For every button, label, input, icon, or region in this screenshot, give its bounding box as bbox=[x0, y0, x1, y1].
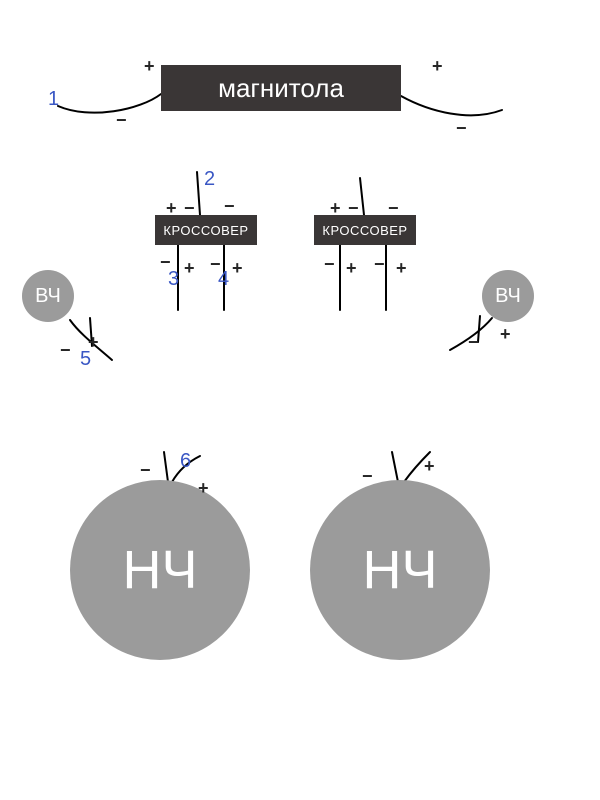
polarity-symbol: − bbox=[116, 110, 127, 131]
polarity-symbol: + bbox=[424, 456, 435, 477]
polarity-symbol: + bbox=[166, 198, 177, 219]
head-unit-label: магнитола bbox=[218, 73, 344, 104]
tweeter-left-label: ВЧ bbox=[35, 285, 61, 308]
annotation-number: 1 bbox=[48, 88, 59, 111]
polarity-symbol: − bbox=[456, 118, 467, 139]
annotation-number: 6 bbox=[180, 450, 191, 473]
polarity-symbol: + bbox=[346, 258, 357, 279]
wire bbox=[401, 96, 502, 115]
polarity-symbol: − bbox=[374, 254, 385, 275]
polarity-symbol: − bbox=[60, 340, 71, 361]
polarity-symbol: − bbox=[468, 332, 479, 353]
tweeter-right-label: ВЧ bbox=[495, 285, 521, 308]
crossover-right-label: КРОССОВЕР bbox=[322, 223, 407, 238]
polarity-symbol: − bbox=[184, 198, 195, 219]
woofer-right-label: НЧ bbox=[363, 539, 438, 601]
polarity-symbol: − bbox=[160, 252, 171, 273]
polarity-symbol: + bbox=[500, 324, 511, 345]
polarity-symbol: + bbox=[432, 56, 443, 77]
woofer-left-label: НЧ bbox=[123, 539, 198, 601]
wire bbox=[392, 452, 398, 482]
polarity-symbol: − bbox=[348, 198, 359, 219]
crossover-left-label: КРОССОВЕР bbox=[163, 223, 248, 238]
annotation-number: 2 bbox=[204, 168, 215, 191]
polarity-symbol: − bbox=[362, 466, 373, 487]
wire-layer bbox=[0, 0, 600, 800]
crossover-left-box: КРОССОВЕР bbox=[155, 215, 257, 245]
polarity-symbol: + bbox=[144, 56, 155, 77]
polarity-symbol: − bbox=[210, 254, 221, 275]
woofer-right: НЧ bbox=[310, 480, 490, 660]
polarity-symbol: + bbox=[184, 258, 195, 279]
polarity-symbol: − bbox=[324, 254, 335, 275]
wire bbox=[164, 452, 168, 482]
wire bbox=[197, 172, 200, 215]
wire bbox=[58, 94, 161, 113]
polarity-symbol: + bbox=[330, 198, 341, 219]
polarity-symbol: + bbox=[88, 332, 99, 353]
wire bbox=[360, 178, 364, 215]
crossover-right-box: КРОССОВЕР bbox=[314, 215, 416, 245]
woofer-left: НЧ bbox=[70, 480, 250, 660]
polarity-symbol: + bbox=[198, 478, 209, 499]
polarity-symbol: − bbox=[140, 460, 151, 481]
head-unit-box: магнитола bbox=[161, 65, 401, 111]
tweeter-right: ВЧ bbox=[482, 270, 534, 322]
polarity-symbol: − bbox=[388, 198, 399, 219]
tweeter-left: ВЧ bbox=[22, 270, 74, 322]
polarity-symbol: − bbox=[224, 196, 235, 217]
polarity-symbol: + bbox=[232, 258, 243, 279]
polarity-symbol: + bbox=[396, 258, 407, 279]
